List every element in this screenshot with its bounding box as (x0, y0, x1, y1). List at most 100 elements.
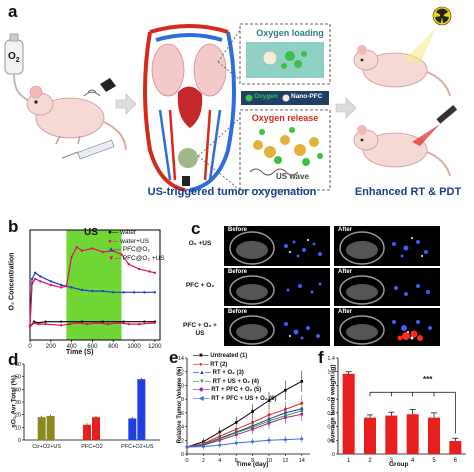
series-point-2 (60, 283, 63, 287)
condition-label-1: O₂ +US (188, 240, 212, 247)
x-tick-label: 200 (46, 344, 57, 350)
series-point-4 (300, 412, 304, 416)
panel-e-legend: —■— Untreated (1) —●— RT (2) —▲— RT + O₂… (193, 352, 276, 404)
series-point-0 (80, 320, 84, 323)
radiation-icon (404, 6, 452, 64)
panel-d-letter: d (8, 350, 19, 369)
series-point-1 (75, 321, 79, 325)
bar-group-1 (342, 373, 355, 454)
series-point-2 (49, 280, 52, 283)
series-point-3 (65, 285, 68, 288)
series-line-0 (186, 380, 303, 448)
laser-icon (412, 104, 458, 146)
y-tick-label: 0.4 (327, 425, 335, 431)
y-tick-label: 10 (178, 383, 184, 389)
bar-1-0 (83, 424, 91, 440)
series-point-0 (267, 399, 271, 402)
x-tick-label: 10 (266, 458, 272, 464)
series-line-0 (29, 320, 155, 327)
series-line-4 (186, 413, 302, 448)
series-point-4 (218, 438, 222, 442)
panel-e-letter: e (169, 348, 179, 367)
series-point-0 (122, 320, 125, 323)
bar-group-4 (406, 414, 419, 454)
oxygen-release-art (249, 127, 323, 176)
category-label-0: Ctr+O2+US (32, 444, 61, 450)
y-tick-label: 12 (178, 370, 184, 376)
y-tick-label: 0.8 (327, 397, 335, 403)
series-point-0 (284, 388, 287, 392)
us-wave-label: US wave (276, 172, 309, 181)
y-tick-label: 0.6 (327, 411, 335, 417)
series-point-5 (218, 443, 222, 447)
x-tick-label: 600 (87, 344, 98, 350)
y-tick-label: 1.2 (327, 370, 335, 376)
y-tick-label: 0 (332, 452, 335, 458)
ultrasound-probe-icon (83, 78, 116, 97)
bar-2-1 (137, 379, 146, 440)
o2-symbol: O (8, 51, 16, 62)
series-point-5 (234, 441, 238, 445)
series-line-3 (186, 410, 302, 448)
series-point-2 (70, 286, 73, 289)
panel-f-ylabel: Average tumor weight (g) (329, 364, 337, 443)
panel-b-letter: b (8, 217, 19, 236)
category-label-2: PFC+O2+US (121, 444, 154, 450)
condition-label-3: PFC + O₂ + US (183, 322, 217, 337)
oxygen-release-title: Oxygen release (251, 113, 319, 123)
caption-us-triggered: US-triggered tumor oxygenation (147, 186, 317, 198)
oxygen-tank-icon (4, 33, 39, 109)
series-point-2 (91, 289, 94, 293)
series-point-3 (60, 286, 63, 289)
plot-frame (29, 229, 161, 341)
pa-image-row2-before: Before (224, 268, 330, 306)
category-label-3: 3 (390, 458, 394, 464)
series-point-5 (300, 437, 304, 441)
bar-group-3 (385, 415, 398, 454)
x-tick-label: 2 (202, 458, 205, 464)
y-tick-label: 30 (15, 400, 21, 406)
y-tick-label: 0.2 (327, 438, 335, 444)
series-point-2 (80, 288, 84, 292)
series-point-2 (39, 275, 42, 278)
x-tick-label: 12 (282, 458, 288, 464)
series-point-5 (202, 445, 205, 448)
series-point-2 (132, 291, 136, 294)
series-point-1 (44, 322, 47, 326)
panel-f-letter: f (318, 348, 324, 367)
y-tick-label: 2 (181, 438, 184, 444)
series-point-1 (96, 321, 99, 325)
panel-a-letter: a (8, 2, 18, 21)
significance-marker: *** (423, 375, 433, 384)
series-line-5 (186, 438, 302, 448)
category-label-1: 1 (347, 458, 351, 464)
legend-e-4: —▼— RT + US + O₂ (4) (193, 378, 259, 385)
series-point-1 (68, 322, 71, 326)
panel-b-xlabel: Time (S) (66, 349, 94, 356)
before-caption-2: Before (228, 269, 248, 275)
legend-e-2: —●— RT (2) (193, 361, 228, 368)
series-point-3 (70, 255, 73, 259)
x-tick-label: 400 (67, 344, 78, 350)
series-line-1 (186, 402, 302, 448)
series-point-4 (251, 428, 254, 431)
series-point-2 (112, 291, 115, 294)
category-label-6: 6 (454, 458, 458, 464)
series-point-1 (32, 321, 36, 325)
category-label-5: 5 (432, 458, 436, 464)
panel-b-legend: ●— water ●— water+US ▲— PFC@O₂ ▼— PFC@O₂… (108, 229, 165, 263)
series-point-3 (112, 249, 115, 252)
series-point-2 (122, 291, 125, 294)
series-point-0 (143, 320, 146, 323)
series-point-0 (101, 320, 105, 323)
series-point-1 (153, 321, 156, 325)
y-tick-label: 4 (181, 425, 184, 431)
before-caption-3: Before (228, 309, 248, 315)
series-point-3 (75, 245, 79, 249)
series-point-1 (86, 322, 89, 326)
pa-image-row2-after: After (334, 268, 440, 306)
legend-item-water-us: ●— water+US (108, 237, 149, 245)
x-tick-label: 1200 (148, 344, 162, 350)
series-point-1 (37, 322, 40, 326)
mouse-bottom-right-icon (353, 125, 451, 177)
